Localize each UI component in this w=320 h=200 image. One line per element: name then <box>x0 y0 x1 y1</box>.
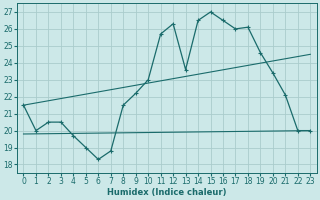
X-axis label: Humidex (Indice chaleur): Humidex (Indice chaleur) <box>107 188 227 197</box>
